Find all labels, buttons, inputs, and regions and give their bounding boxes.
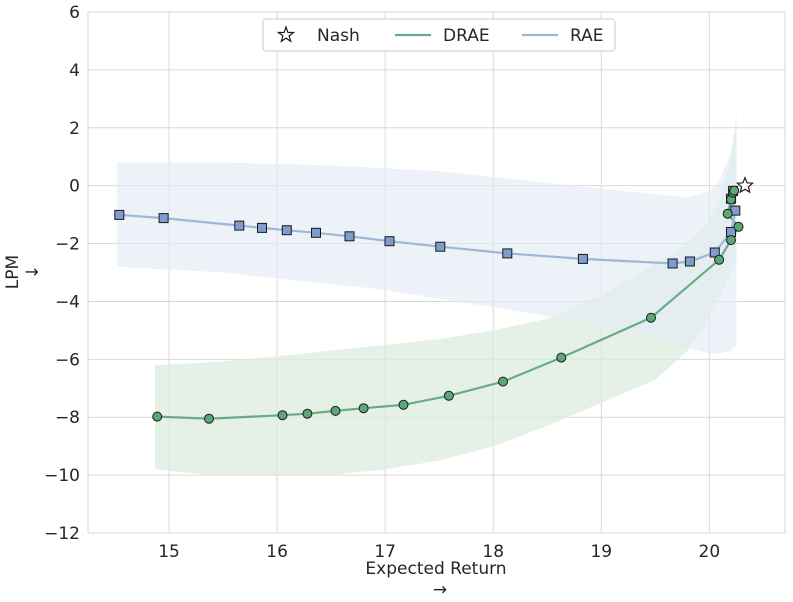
rae-point bbox=[577, 253, 588, 264]
drae-point bbox=[729, 185, 740, 196]
y-tick-label: −2 bbox=[55, 235, 80, 255]
x-tick-label: 18 bbox=[482, 542, 504, 562]
x-tick-labels: 15 16 17 18 19 20 bbox=[158, 542, 720, 562]
drae-point bbox=[726, 235, 736, 246]
drae-point bbox=[556, 352, 567, 363]
rae-band bbox=[117, 119, 737, 354]
rae-point bbox=[684, 256, 695, 267]
y-tick-label: 2 bbox=[69, 119, 80, 139]
y-tick-label: −8 bbox=[55, 408, 80, 428]
x-tick-label: 16 bbox=[266, 542, 288, 562]
y-axis-label: LPM bbox=[3, 255, 23, 289]
legend-rae-label: RAE bbox=[570, 26, 604, 46]
x-tick-label: 20 bbox=[699, 542, 721, 562]
plot-frame bbox=[87, 11, 786, 534]
rae-point bbox=[158, 213, 169, 224]
drae-point bbox=[398, 399, 409, 410]
rae-point bbox=[114, 209, 125, 220]
legend-nash-label: Nash bbox=[317, 26, 360, 46]
x-tick-label: 17 bbox=[374, 542, 396, 562]
rae-point bbox=[281, 225, 292, 236]
drae-point bbox=[204, 413, 214, 424]
legend-drae-label: DRAE bbox=[443, 26, 490, 46]
rae-point bbox=[435, 241, 446, 252]
legend-nash-star-icon bbox=[276, 25, 296, 43]
y-tick-label: −4 bbox=[55, 292, 80, 312]
y-tick-label: 4 bbox=[69, 61, 80, 81]
drae-band bbox=[155, 113, 737, 476]
rae-point bbox=[311, 227, 321, 238]
y-tick-labels: 6 4 2 0 −2 −4 −6 −8 −10 −12 bbox=[44, 3, 80, 544]
drae-point bbox=[152, 411, 163, 422]
x-tick-label: 15 bbox=[158, 542, 180, 562]
drae-point bbox=[733, 221, 744, 232]
rae-point bbox=[502, 248, 513, 259]
drae-point bbox=[443, 390, 454, 401]
drae-point bbox=[498, 376, 508, 387]
x-axis-label: Expected Return bbox=[365, 559, 506, 579]
drae-point bbox=[722, 208, 733, 219]
rae-point bbox=[384, 236, 395, 247]
drae-point bbox=[646, 312, 656, 323]
confidence-bands bbox=[117, 113, 737, 476]
drae-point bbox=[302, 408, 313, 419]
y-tick-label: −12 bbox=[44, 524, 80, 544]
nash-point bbox=[735, 176, 755, 194]
drae-point bbox=[277, 410, 288, 421]
series-markers bbox=[114, 176, 755, 424]
y-tick-label: 6 bbox=[69, 3, 80, 23]
x-axis-arrow: → bbox=[433, 580, 447, 600]
legend-box bbox=[262, 18, 616, 52]
rae-point bbox=[257, 222, 267, 233]
rae-point bbox=[667, 258, 678, 269]
rae-point bbox=[234, 220, 245, 231]
rae-point bbox=[709, 247, 720, 258]
y-tick-label: −10 bbox=[44, 466, 80, 486]
y-tick-label: −6 bbox=[55, 350, 80, 370]
drae-point bbox=[330, 405, 341, 416]
y-tick-label: 0 bbox=[69, 177, 80, 197]
legend: Nash DRAE RAE bbox=[262, 18, 616, 52]
rae-point bbox=[344, 231, 355, 242]
y-axis-arrow: ↓ bbox=[23, 265, 43, 279]
drae-point bbox=[714, 254, 725, 265]
x-tick-label: 19 bbox=[590, 542, 612, 562]
drae-point bbox=[358, 403, 369, 414]
